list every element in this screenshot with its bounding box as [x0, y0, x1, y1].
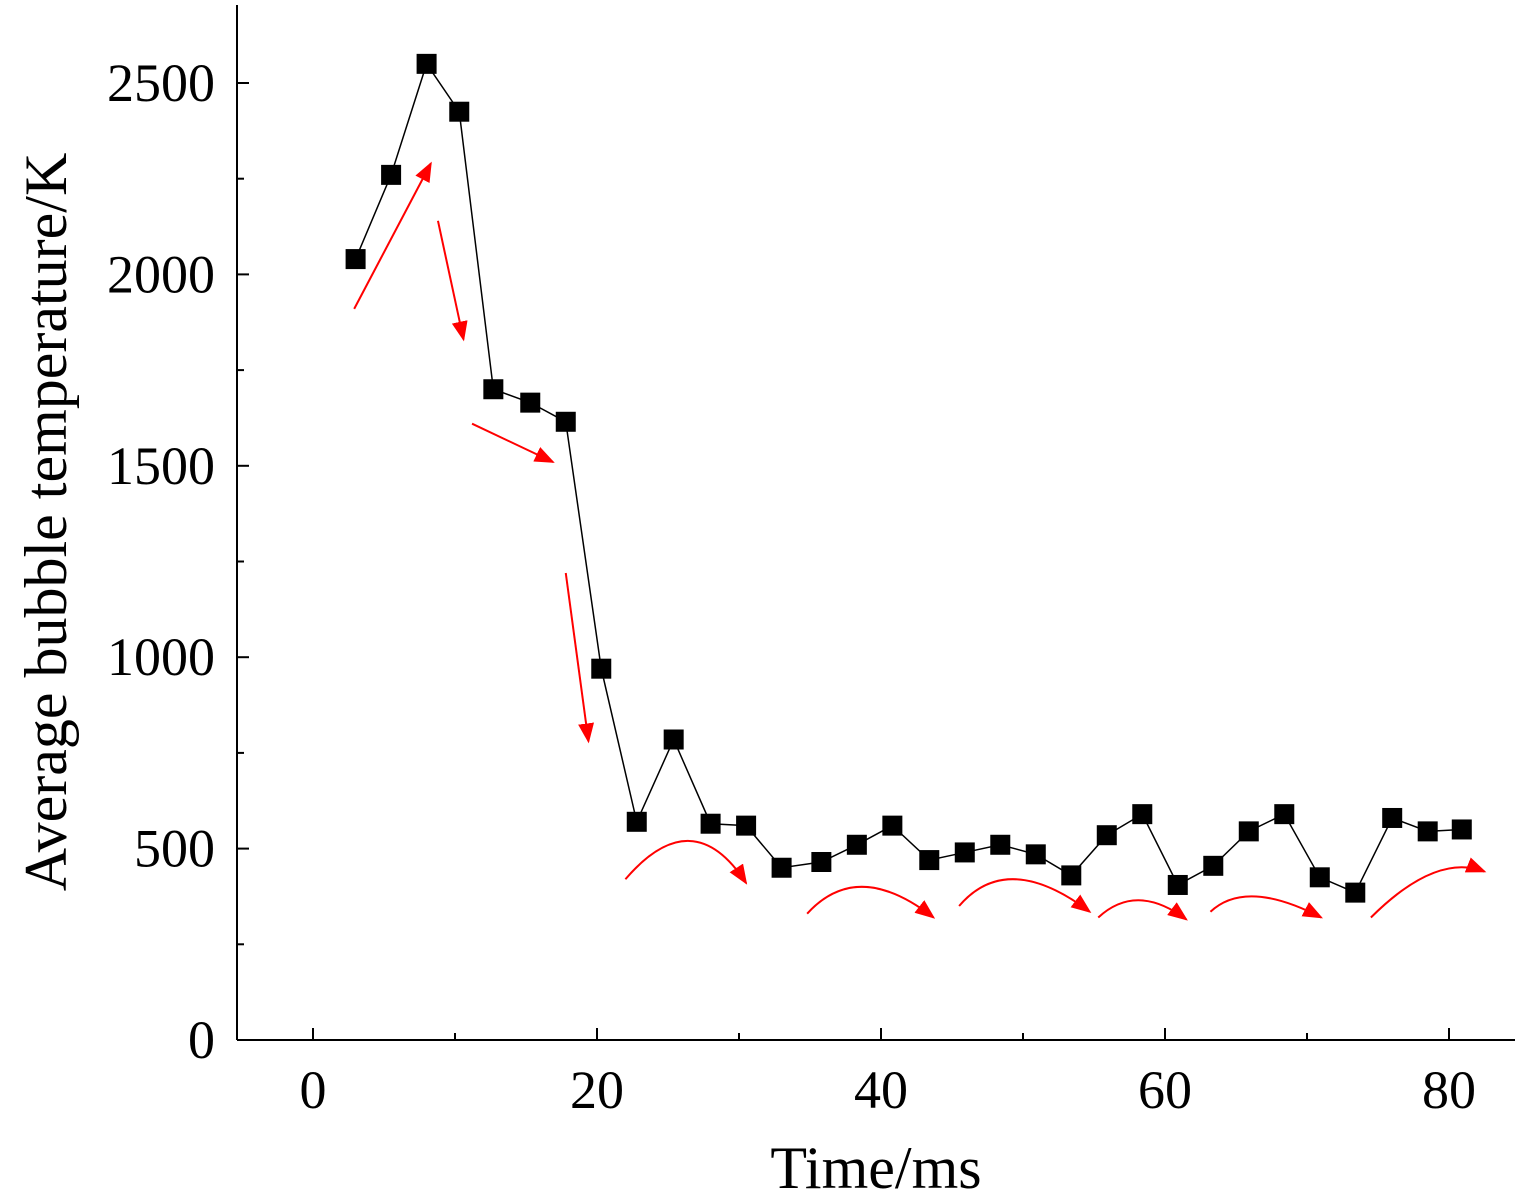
data-point: [591, 658, 612, 679]
x-axis-title: Time/ms: [770, 1135, 981, 1197]
curved-trend-arrow: [624, 839, 748, 885]
data-point: [990, 834, 1011, 855]
data-point: [1274, 804, 1295, 825]
data-series: [345, 53, 1472, 903]
data-point: [1309, 867, 1330, 888]
y-tick-label: 2500: [107, 53, 215, 113]
data-point: [416, 53, 437, 74]
data-point: [1203, 855, 1224, 876]
data-point: [1132, 804, 1153, 825]
axes: [236, 5, 1515, 1041]
y-ticks: 0 500 1000 1500 2000 2500: [107, 53, 249, 1070]
data-point: [954, 842, 975, 863]
x-tick-label: 80: [1422, 1060, 1476, 1120]
data-point: [1345, 882, 1366, 903]
data-point: [1025, 844, 1046, 865]
data-point: [846, 834, 867, 855]
data-point: [1167, 874, 1188, 895]
data-point: [449, 101, 470, 122]
data-point: [882, 815, 903, 836]
x-tick-label: 60: [1138, 1060, 1192, 1120]
data-point: [1238, 821, 1259, 842]
curved-trend-arrow: [958, 878, 1092, 913]
data-point: [700, 813, 721, 834]
y-tick-label: 500: [134, 819, 215, 879]
data-point: [555, 411, 576, 432]
data-point: [1451, 819, 1472, 840]
curved-trend-arrow: [1097, 899, 1188, 921]
data-point: [663, 729, 684, 750]
trend-arrow: [353, 161, 432, 310]
trend-arrow: [436, 220, 468, 342]
y-tick-label: 1500: [107, 436, 215, 496]
series-line: [354, 62, 1462, 894]
y-tick-label: 1000: [107, 627, 215, 687]
y-tick-label: 2000: [107, 244, 215, 304]
trend-arrow: [564, 572, 595, 744]
data-point: [483, 379, 504, 400]
y-tick-label: 0: [188, 1010, 215, 1070]
trend-arrows: [353, 161, 1487, 921]
data-point: [919, 850, 940, 871]
x-tick-label: 40: [854, 1060, 908, 1120]
data-point: [381, 164, 402, 185]
data-point: [771, 857, 792, 878]
data-point: [1096, 825, 1117, 846]
data-point: [1417, 821, 1438, 842]
data-point: [811, 851, 832, 872]
trend-arrow: [471, 422, 555, 463]
x-ticks: 0 20 40 60 80: [300, 1028, 1476, 1120]
x-tick-label: 20: [570, 1060, 624, 1120]
data-point: [1382, 807, 1403, 828]
data-point: [736, 815, 757, 836]
y-axis-title: Average bubble temperature/K: [13, 153, 79, 892]
data-point: [1061, 865, 1082, 886]
data-point: [626, 811, 647, 832]
curved-trend-arrow: [1209, 895, 1323, 919]
curved-trend-arrow: [1370, 857, 1487, 919]
x-tick-label: 0: [300, 1060, 327, 1120]
curved-trend-arrow: [806, 885, 936, 919]
data-point: [345, 249, 366, 270]
data-point: [520, 392, 541, 413]
